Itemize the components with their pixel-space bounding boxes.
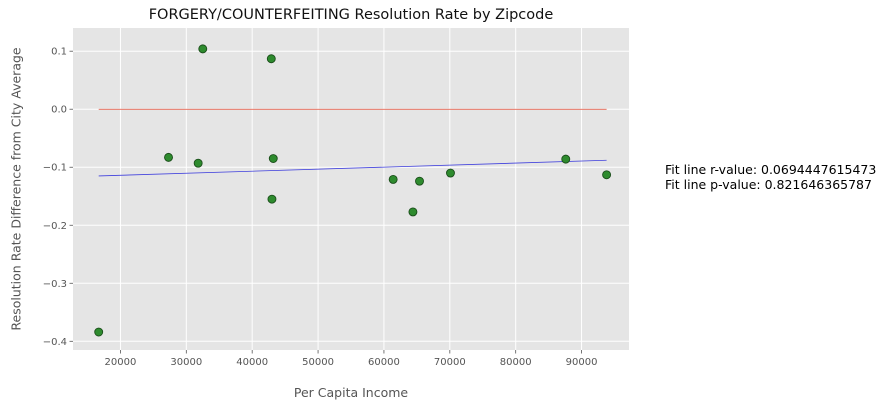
- data-point: [164, 152, 173, 162]
- x-tick-label: 40000: [236, 357, 268, 368]
- fit-annotation: Fit line r-value: 0.0694447615473 Fit li…: [665, 162, 876, 192]
- data-point: [268, 154, 278, 163]
- fit-line: [98, 159, 607, 177]
- data-point: [602, 170, 612, 180]
- data-point: [561, 154, 571, 164]
- data-points: [94, 44, 612, 337]
- data-point: [388, 174, 398, 184]
- y-tick-label: −0.1: [43, 163, 67, 174]
- y-tick-labels: 0.1 0.0 −0.1 −0.2 −0.3 −0.4: [43, 47, 73, 348]
- x-tick-label: 90000: [566, 357, 598, 368]
- y-axis-label: Resolution Rate Difference from City Ave…: [9, 47, 24, 331]
- data-point: [415, 176, 424, 186]
- y-tick-label: −0.4: [43, 337, 67, 348]
- x-axis-label: Per Capita Income: [294, 385, 409, 400]
- plot-background: [73, 28, 629, 350]
- y-tick-label: 0.1: [51, 47, 67, 58]
- x-tick-label: 60000: [368, 357, 400, 368]
- data-point: [266, 54, 276, 64]
- data-point: [94, 327, 104, 337]
- fit-r-value: Fit line r-value: 0.0694447615473: [665, 162, 877, 177]
- x-tick-label: 50000: [302, 357, 334, 368]
- data-point: [408, 207, 418, 217]
- chart-title: FORGERY/COUNTERFEITING Resolution Rate b…: [149, 7, 554, 23]
- data-point: [193, 158, 203, 168]
- data-point: [198, 44, 208, 54]
- y-tick-label: −0.2: [43, 221, 67, 232]
- lines: [98, 108, 607, 177]
- y-tick-label: 0.0: [51, 105, 67, 116]
- data-point: [267, 194, 277, 204]
- data-point: [446, 168, 455, 178]
- x-tick-label: 30000: [170, 357, 202, 368]
- x-tick-label: 20000: [105, 357, 137, 368]
- x-tick-labels: 20000 30000 40000 50000 60000 70000 80000 90000: [105, 350, 598, 368]
- x-tick-label: 70000: [434, 357, 466, 368]
- x-tick-label: 80000: [500, 357, 532, 368]
- y-tick-label: −0.3: [43, 279, 67, 290]
- fit-p-value: Fit line p-value: 0.821646365787: [665, 177, 872, 192]
